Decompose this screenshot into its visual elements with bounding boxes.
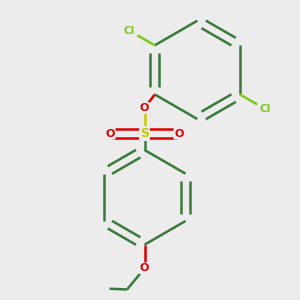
Text: Cl: Cl (124, 26, 135, 36)
Text: O: O (105, 129, 115, 139)
Text: O: O (174, 129, 184, 139)
Text: O: O (140, 263, 149, 273)
Text: Cl: Cl (260, 104, 271, 114)
Text: O: O (140, 103, 149, 113)
Text: S: S (140, 127, 149, 140)
